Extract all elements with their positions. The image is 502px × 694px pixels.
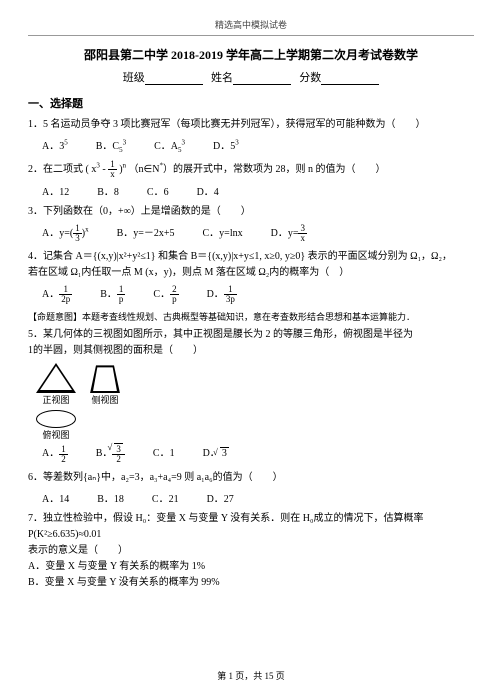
q3-c: C．y=lnx <box>203 224 243 243</box>
q3-d: D．y=3x <box>271 224 307 243</box>
class-label: 班级 <box>123 72 145 84</box>
q4-d: D．13p <box>207 285 237 304</box>
question-4: 4．记集合 A＝{(x,y)|x²+y²≤1} 和集合 B＝{(x,y)|x+y… <box>28 249 474 281</box>
q2-c: C．6 <box>147 183 169 198</box>
q5-options: A．12 B．32 C．1 D．3 <box>42 444 474 463</box>
q5-a: A．12 <box>42 444 68 463</box>
q1-d: D．53 <box>213 137 239 154</box>
three-views: 正视图 侧视图 <box>36 363 474 406</box>
q4-c: C．2p <box>153 285 178 304</box>
question-5: 5．某几何体的三视图如图所示，其中正视图是腰长为 2 的等腰三角形，俯视图是半径… <box>28 327 474 359</box>
section-1-title: 一、选择题 <box>28 95 474 111</box>
side-view: 侧视图 <box>90 365 120 406</box>
q7-a: A．变量 X 与变量 Y 有关系的概率为 1% <box>28 559 474 575</box>
top-view-row: 俯视图 <box>36 410 474 441</box>
q6-d: D．27 <box>207 490 234 505</box>
question-7: 7．独立性检验中，假设 H₀：变量 X 与变量 Y 没有关系．则在 H₀成立的情… <box>28 511 474 591</box>
q5-d: D．3 <box>203 444 229 463</box>
name-label: 姓名 <box>211 72 233 84</box>
q5-b: B．32 <box>96 444 125 463</box>
class-blank <box>145 73 203 85</box>
question-1: 1．5 名运动员争夺 3 项比赛冠军（每项比赛无并列冠军），获得冠军的可能种数为… <box>28 117 474 133</box>
q3-a: A．y=(13)x <box>42 224 89 243</box>
question-6: 6．等差数列{aₙ}中，a₂=3，a₃+a₄=9 则 a₁a₆的值为（ ） <box>28 470 474 486</box>
question-3: 3．下列函数在（0，+∞）上是增函数的是（ ） <box>28 204 474 220</box>
q1-c: C．A53 <box>154 137 185 154</box>
q5-c: C．1 <box>153 444 175 463</box>
q4-options: A．12p B．1p C．2p D．13p <box>42 285 474 304</box>
q2-b: B．8 <box>97 183 119 198</box>
front-view: 正视图 <box>36 363 76 406</box>
q2-options: A．12 B．8 C．6 D．4 <box>42 183 474 198</box>
top-header: 精选高中模拟试卷 <box>28 18 474 36</box>
q4-a: A．12p <box>42 285 72 304</box>
student-info: 班级 姓名 分数 <box>28 69 474 85</box>
q6-options: A．14 B．18 C．21 D．27 <box>42 490 474 505</box>
q1-b: B．C53 <box>96 137 126 154</box>
exam-title: 邵阳县第二中学 2018-2019 学年高二上学期第二次月考试卷数学 <box>28 46 474 63</box>
q6-c: C．21 <box>152 490 179 505</box>
q3-b: B．y=－2x+5 <box>117 224 175 243</box>
q1-a: A．35 <box>42 137 68 154</box>
score-blank <box>321 73 379 85</box>
q4-note: 【命题意图】本题考查线性规划、古典概型等基础知识，意在考查数形结合思想和基本运算… <box>28 310 474 323</box>
name-blank <box>233 73 291 85</box>
q1-options: A．35 B．C53 C．A53 D．53 <box>42 137 474 154</box>
q3-options: A．y=(13)x B．y=－2x+5 C．y=lnx D．y=3x <box>42 224 474 243</box>
q4-b: B．1p <box>100 285 125 304</box>
question-2: 2．在二项式 ( x3 - 1x )n （n∈N*）的展开式中，常数项为 28，… <box>28 160 474 179</box>
q6-b: B．18 <box>97 490 124 505</box>
q6-a: A．14 <box>42 490 69 505</box>
q2-d: D．4 <box>197 183 219 198</box>
q7-b: B．变量 X 与变量 Y 没有关系的概率为 99% <box>28 575 474 591</box>
top-view: 俯视图 <box>36 410 76 441</box>
page-footer: 第 1 页，共 15 页 <box>0 669 502 682</box>
q2-a: A．12 <box>42 183 69 198</box>
score-label: 分数 <box>299 72 321 84</box>
